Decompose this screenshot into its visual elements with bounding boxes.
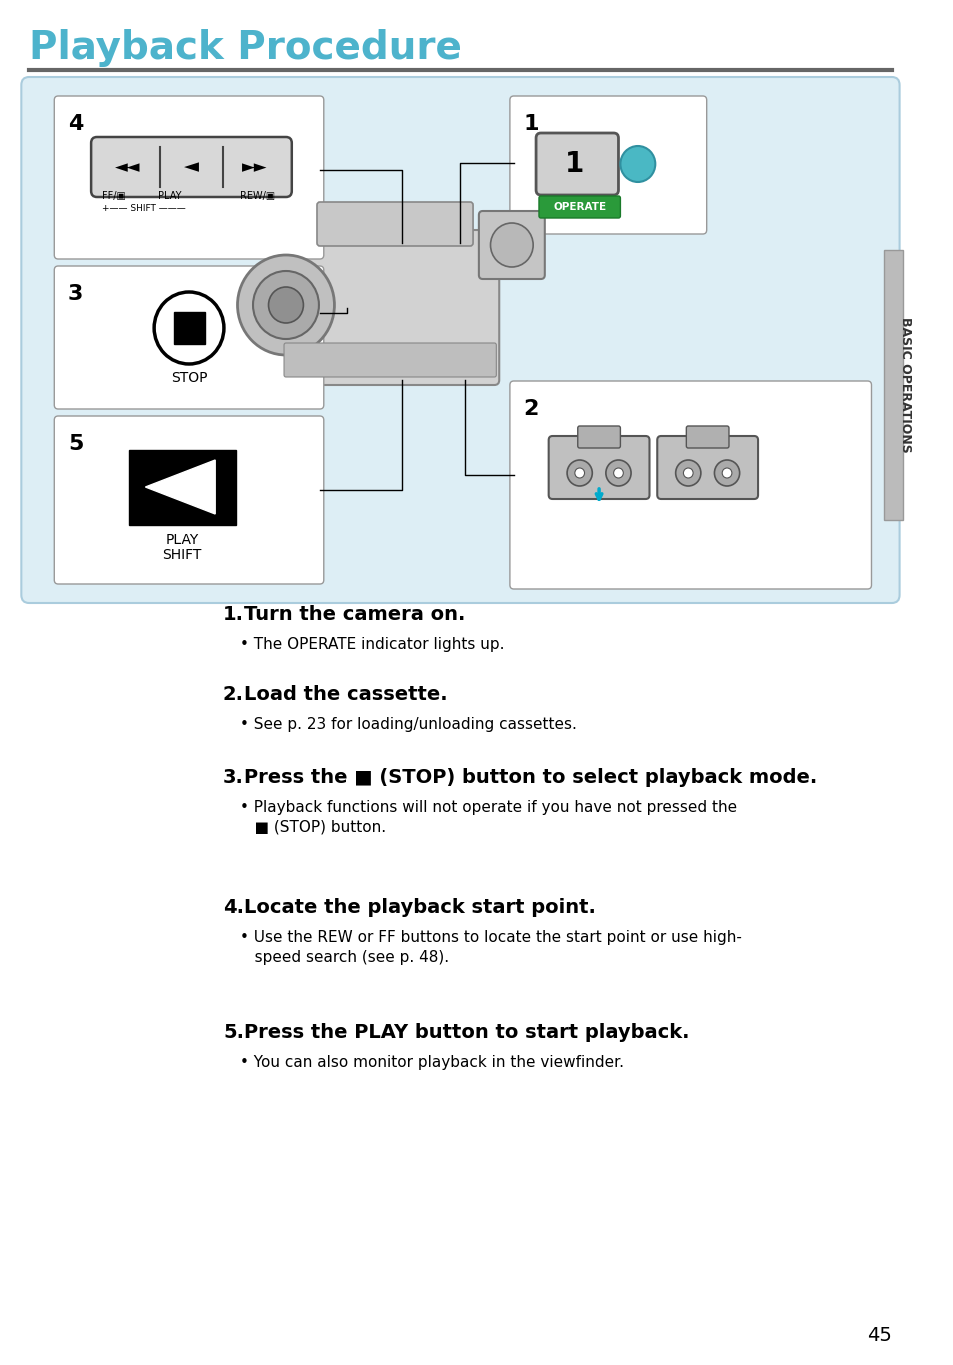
FancyBboxPatch shape (54, 416, 323, 584)
Bar (129, 450, 235, 526)
Text: ►►: ►► (242, 158, 268, 176)
Polygon shape (145, 460, 215, 515)
Text: speed search (see p. 48).: speed search (see p. 48). (240, 950, 449, 965)
FancyBboxPatch shape (54, 96, 323, 259)
Circle shape (682, 468, 693, 478)
Text: 3.: 3. (223, 768, 244, 788)
FancyBboxPatch shape (54, 266, 323, 410)
Text: Turn the camera on.: Turn the camera on. (244, 605, 465, 624)
Text: STOP: STOP (171, 371, 207, 385)
Text: 45: 45 (866, 1325, 891, 1345)
FancyBboxPatch shape (21, 76, 899, 603)
FancyBboxPatch shape (538, 197, 619, 218)
FancyBboxPatch shape (578, 426, 619, 448)
Text: FF/▣: FF/▣ (102, 191, 126, 201)
Text: OPERATE: OPERATE (553, 202, 605, 212)
Text: Locate the playback start point.: Locate the playback start point. (244, 898, 596, 917)
Text: ■ (STOP) button.: ■ (STOP) button. (240, 820, 386, 835)
Text: 3: 3 (68, 284, 83, 304)
Text: REW/▣: REW/▣ (240, 191, 275, 201)
Text: Load the cassette.: Load the cassette. (244, 685, 448, 704)
Circle shape (237, 255, 335, 355)
Text: 5.: 5. (223, 1022, 244, 1041)
FancyBboxPatch shape (91, 136, 292, 197)
Text: 2.: 2. (223, 685, 244, 704)
Text: SHIFT: SHIFT (162, 547, 202, 562)
Circle shape (253, 272, 318, 339)
Circle shape (268, 287, 303, 324)
FancyBboxPatch shape (509, 96, 706, 233)
Text: 5: 5 (68, 434, 83, 455)
Text: 1: 1 (564, 150, 584, 177)
FancyBboxPatch shape (281, 229, 498, 385)
Text: 1: 1 (523, 115, 538, 134)
Text: Press the ■ (STOP) button to select playback mode.: Press the ■ (STOP) button to select play… (244, 768, 817, 788)
Circle shape (605, 460, 631, 486)
Text: • See p. 23 for loading/unloading cassettes.: • See p. 23 for loading/unloading casset… (240, 717, 577, 732)
Text: • You can also monitor playback in the viewfinder.: • You can also monitor playback in the v… (240, 1055, 624, 1070)
FancyBboxPatch shape (509, 381, 871, 590)
Circle shape (566, 460, 592, 486)
Text: ◄◄: ◄◄ (115, 158, 140, 176)
Circle shape (721, 468, 731, 478)
Text: Playback Procedure: Playback Procedure (29, 29, 461, 67)
FancyBboxPatch shape (478, 212, 544, 278)
Circle shape (714, 460, 739, 486)
Text: • The OPERATE indicator lights up.: • The OPERATE indicator lights up. (240, 637, 504, 652)
FancyBboxPatch shape (284, 343, 496, 377)
Text: PLAY: PLAY (158, 191, 181, 201)
Text: 1.: 1. (223, 605, 244, 624)
Circle shape (490, 222, 533, 268)
Text: • Use the REW or FF buttons to locate the start point or use high-: • Use the REW or FF buttons to locate th… (240, 930, 741, 945)
FancyBboxPatch shape (657, 435, 758, 500)
FancyBboxPatch shape (685, 426, 728, 448)
Text: ◄: ◄ (183, 157, 198, 176)
Circle shape (675, 460, 700, 486)
Text: 2: 2 (523, 399, 538, 419)
Bar (883, 250, 902, 520)
FancyBboxPatch shape (548, 435, 649, 500)
Text: • Playback functions will not operate if you have not pressed the: • Playback functions will not operate if… (240, 800, 737, 815)
Text: Press the PLAY button to start playback.: Press the PLAY button to start playback. (244, 1022, 689, 1041)
Text: 4: 4 (68, 115, 83, 134)
Bar (173, 313, 204, 344)
Text: 4.: 4. (223, 898, 244, 917)
Text: PLAY: PLAY (166, 532, 198, 547)
FancyBboxPatch shape (536, 132, 618, 195)
Text: +—— SHIFT ———: +—— SHIFT ——— (102, 203, 185, 213)
Circle shape (575, 468, 584, 478)
Circle shape (613, 468, 622, 478)
Circle shape (619, 146, 655, 182)
Text: BASIC OPERATIONS: BASIC OPERATIONS (898, 317, 911, 453)
FancyBboxPatch shape (316, 202, 473, 246)
